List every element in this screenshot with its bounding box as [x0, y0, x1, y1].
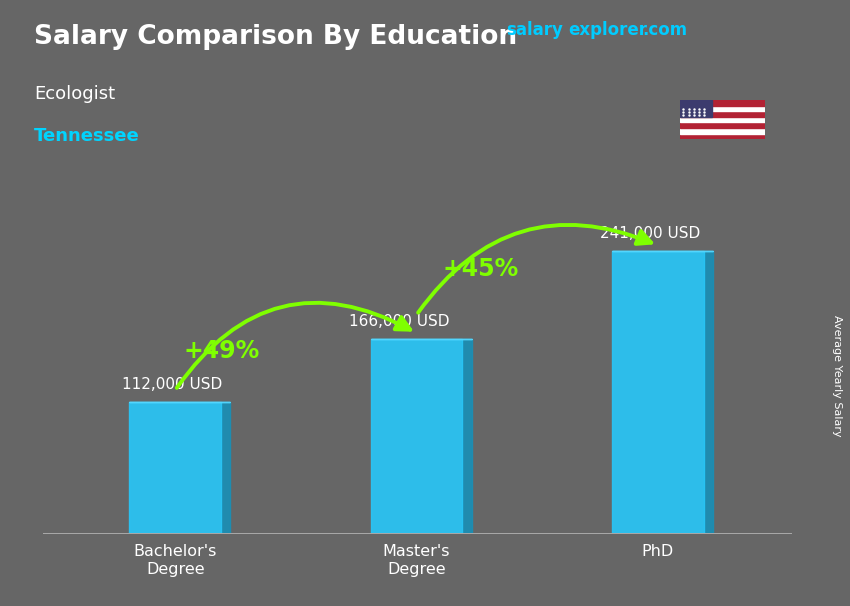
FancyArrowPatch shape — [418, 225, 651, 313]
Text: 241,000 USD: 241,000 USD — [600, 226, 700, 241]
Text: +49%: +49% — [184, 339, 260, 363]
Text: Ecologist: Ecologist — [34, 85, 115, 103]
FancyArrowPatch shape — [177, 303, 411, 388]
Text: explorer: explorer — [568, 21, 647, 39]
Polygon shape — [462, 339, 472, 533]
Bar — [371, 339, 462, 533]
Bar — [612, 251, 704, 533]
Text: +45%: +45% — [442, 258, 518, 281]
Text: Salary Comparison By Education: Salary Comparison By Education — [34, 24, 517, 50]
Text: .com: .com — [643, 21, 688, 39]
Polygon shape — [704, 251, 713, 533]
Text: Tennessee: Tennessee — [34, 127, 139, 145]
Text: 112,000 USD: 112,000 USD — [122, 377, 223, 391]
Text: salary: salary — [506, 21, 563, 39]
Text: 166,000 USD: 166,000 USD — [349, 314, 450, 328]
Polygon shape — [221, 402, 230, 533]
Text: Average Yearly Salary: Average Yearly Salary — [832, 315, 842, 436]
Bar — [129, 402, 221, 533]
